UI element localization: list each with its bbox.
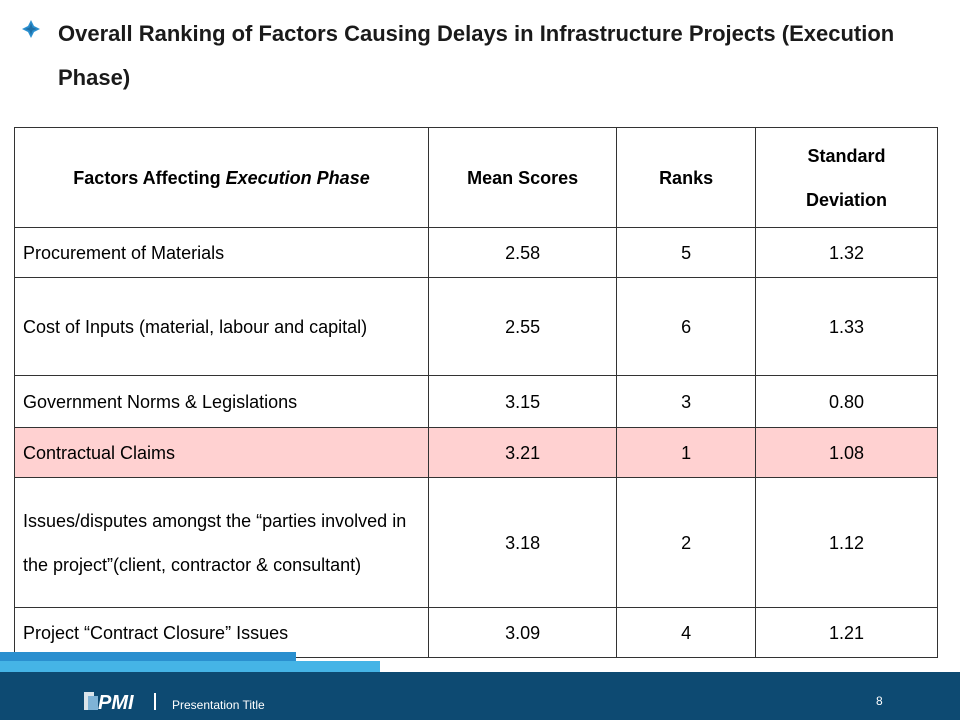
rank-cell: 2 xyxy=(616,477,756,608)
sd-cell: 1.08 xyxy=(754,427,939,478)
factor-cell: Contractual Claims xyxy=(13,427,430,478)
rank-cell: 1 xyxy=(616,427,756,478)
table-row: Issues/disputes amongst the “parties inv… xyxy=(13,477,939,608)
table-row-highlighted: Contractual Claims 3.21 1 1.08 xyxy=(13,427,939,478)
mean-cell: 3.18 xyxy=(428,477,618,608)
sd-cell: 1.32 xyxy=(754,227,939,278)
slide-title-text: Overall Ranking of Factors Causing Delay… xyxy=(58,21,895,90)
footer-accent-bar-light xyxy=(0,661,380,672)
header-factors-emphasis: Execution Phase xyxy=(225,167,370,188)
header-ranks: Ranks xyxy=(616,127,756,228)
table-row: Procurement of Materials 2.58 5 1.32 xyxy=(13,227,939,278)
sd-cell: 1.12 xyxy=(754,477,939,608)
factor-cell: Project “Contract Closure” Issues xyxy=(13,607,430,658)
header-standard-deviation: Standard Deviation xyxy=(754,127,939,228)
footer-accent-gap xyxy=(380,661,960,672)
mean-cell: 2.58 xyxy=(428,227,618,278)
header-factors: Factors Affecting Execution Phase xyxy=(13,127,430,228)
mean-cell: 3.21 xyxy=(428,427,618,478)
mean-cell: 2.55 xyxy=(428,277,618,376)
pmi-logo-icon: PMI xyxy=(84,692,156,712)
factor-cell: Government Norms & Legislations xyxy=(13,375,430,428)
factor-cell: Cost of Inputs (material, labour and cap… xyxy=(13,277,430,376)
factor-cell: Procurement of Materials xyxy=(13,227,430,278)
rank-cell: 3 xyxy=(616,375,756,428)
diamond-bullet-icon xyxy=(22,20,40,38)
rank-cell: 6 xyxy=(616,277,756,376)
table-row: Cost of Inputs (material, labour and cap… xyxy=(13,277,939,376)
pmi-logo-text: PMI xyxy=(98,692,134,712)
ranking-table: Factors Affecting Execution Phase Mean S… xyxy=(13,127,939,658)
factor-cell: Issues/disputes amongst the “parties inv… xyxy=(13,477,430,608)
table-row: Government Norms & Legislations 3.15 3 0… xyxy=(13,375,939,428)
page-number: 8 xyxy=(876,694,883,708)
footer-accent-bar-dark xyxy=(0,652,296,661)
table-header-row: Factors Affecting Execution Phase Mean S… xyxy=(13,127,939,228)
rank-cell: 5 xyxy=(616,227,756,278)
presentation-title: Presentation Title xyxy=(172,698,265,712)
sd-cell: 1.21 xyxy=(754,607,939,658)
sd-cell: 0.80 xyxy=(754,375,939,428)
footer-bar xyxy=(0,672,960,720)
rank-cell: 4 xyxy=(616,607,756,658)
header-mean-scores: Mean Scores xyxy=(428,127,618,228)
mean-cell: 3.09 xyxy=(428,607,618,658)
sd-cell: 1.33 xyxy=(754,277,939,376)
mean-cell: 3.15 xyxy=(428,375,618,428)
table-row: Project “Contract Closure” Issues 3.09 4… xyxy=(13,607,939,658)
